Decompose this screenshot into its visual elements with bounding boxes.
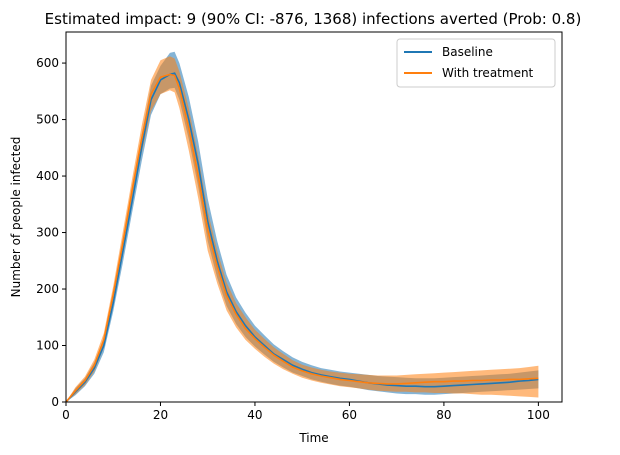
series-2-line (65, 73, 539, 403)
legend-box (396, 38, 556, 88)
y-tick-label: 400 (36, 169, 59, 183)
legend: Baseline With treatment (396, 38, 556, 88)
y-tick-label: 0 (51, 395, 59, 409)
legend-label: With treatment (442, 66, 534, 80)
y-axis-label: Number of people infected (9, 137, 23, 298)
x-tick-label: 0 (62, 408, 70, 422)
y-tick-label: 500 (36, 113, 59, 127)
y-tick-label: 600 (36, 56, 59, 70)
y-axis: 0 100 200 300 400 500 600 (36, 56, 66, 409)
series-1-band (66, 51, 539, 403)
x-axis-label: Time (298, 431, 328, 445)
legend-label: Baseline (442, 45, 493, 59)
plot-frame (65, 31, 563, 403)
x-tick-label: 60 (342, 408, 357, 422)
chart-title: Estimated impact: 9 (90% CI: -876, 1368)… (45, 10, 582, 28)
y-tick-label: 200 (36, 282, 59, 296)
x-tick-label: 40 (247, 408, 262, 422)
series-lines (65, 72, 539, 403)
x-axis: 0 20 40 60 80 100 (62, 402, 550, 422)
confidence-bands (66, 51, 539, 403)
series-2-band (66, 56, 539, 403)
x-tick-label: 20 (153, 408, 168, 422)
y-tick-label: 100 (36, 339, 59, 353)
x-tick-label: 100 (527, 408, 550, 422)
y-tick-label: 300 (36, 226, 59, 240)
series-1-line (65, 72, 539, 403)
x-tick-label: 80 (436, 408, 451, 422)
